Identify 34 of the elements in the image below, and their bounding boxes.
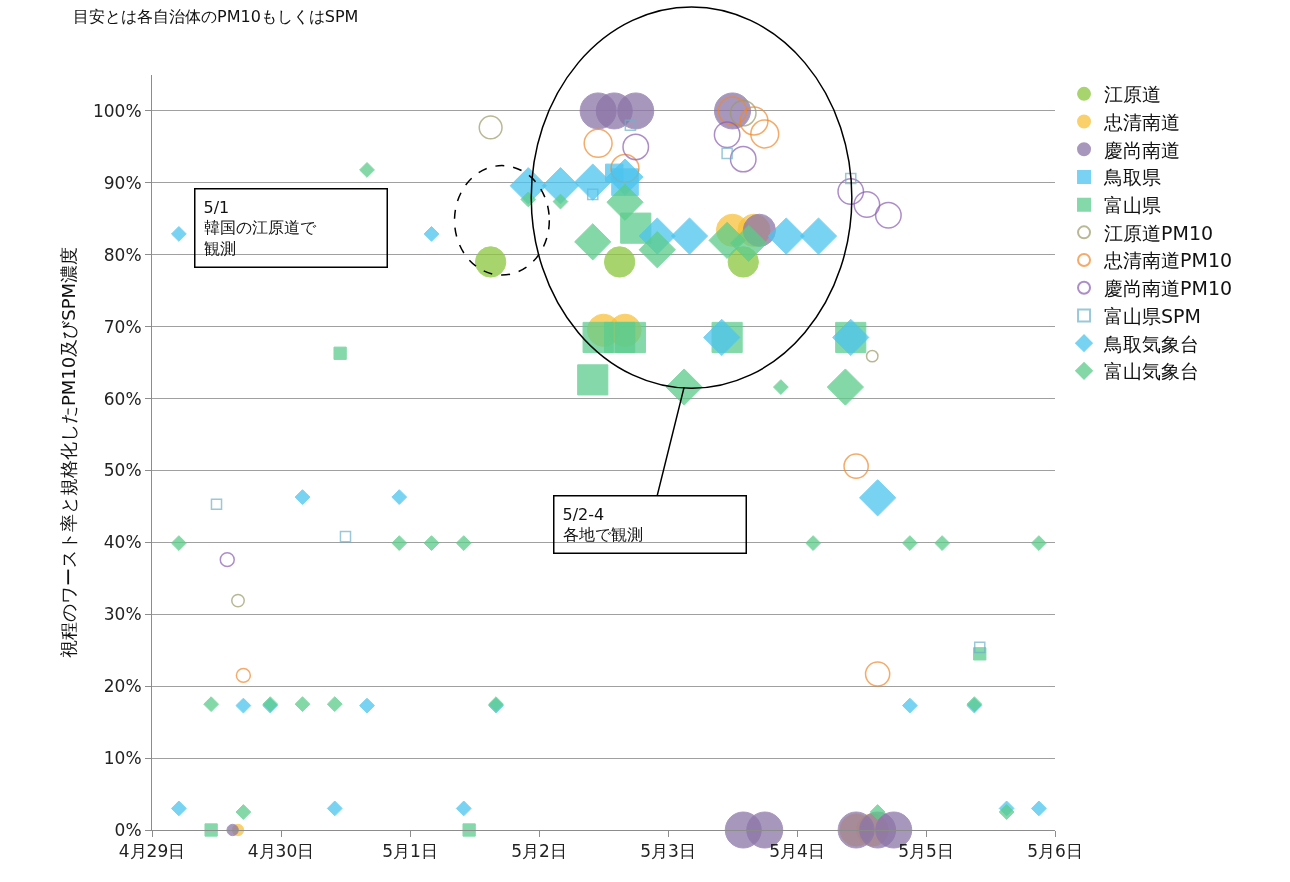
x-tick-label: 5月2日 — [511, 841, 567, 862]
legend-label: 慶尚南道 — [1104, 138, 1181, 161]
x-tick-label: 5月4日 — [769, 841, 825, 862]
y-tick-label: 70% — [103, 316, 142, 337]
legend-label: 富山県SPM — [1104, 304, 1201, 327]
x-tick-label: 5月1日 — [382, 841, 438, 862]
y-tick-label: 40% — [103, 532, 142, 553]
x-tick-label: 5月6日 — [1027, 841, 1083, 862]
y-tick-label: 30% — [103, 604, 142, 625]
legend-label: 鳥取気象台 — [1103, 332, 1200, 355]
legend-label: 忠清南道PM10 — [1103, 249, 1233, 272]
x-tick-label: 4月30日 — [247, 841, 315, 862]
legend-label: 慶尚南道PM10 — [1104, 277, 1233, 300]
legend-label: 富山気象台 — [1104, 360, 1200, 383]
y-axis-title: 視程のワースト率と規格化したPM10及びSPM濃度 — [58, 246, 80, 659]
legend-label: 忠清南道 — [1103, 110, 1181, 133]
annotation: 5/2-4 各地で観測 — [562, 504, 643, 545]
legend-label: 江原道PM10 — [1104, 221, 1214, 244]
x-tick-label: 4月29日 — [118, 841, 186, 862]
y-tick-label: 0% — [114, 819, 142, 840]
x-tick-label: 5月3日 — [640, 841, 696, 862]
legend-label: 富山県 — [1104, 194, 1162, 217]
x-tick-label: 5月5日 — [898, 841, 954, 862]
y-tick-label: 100% — [92, 100, 142, 121]
text: 目安とは各自治体のPM10もしくはSPM — [73, 7, 359, 26]
annotation: 5/1 韓国の江原道で観測 — [203, 197, 317, 259]
legend-label: 江原道 — [1104, 83, 1162, 106]
y-tick-label: 50% — [103, 460, 142, 481]
y-tick-label: 60% — [103, 388, 142, 409]
y-tick-label: 20% — [103, 676, 142, 697]
y-tick-label: 80% — [103, 244, 142, 265]
legend-label: 鳥取県 — [1103, 166, 1162, 189]
y-tick-label: 10% — [103, 748, 142, 769]
y-tick-label: 90% — [103, 172, 142, 193]
